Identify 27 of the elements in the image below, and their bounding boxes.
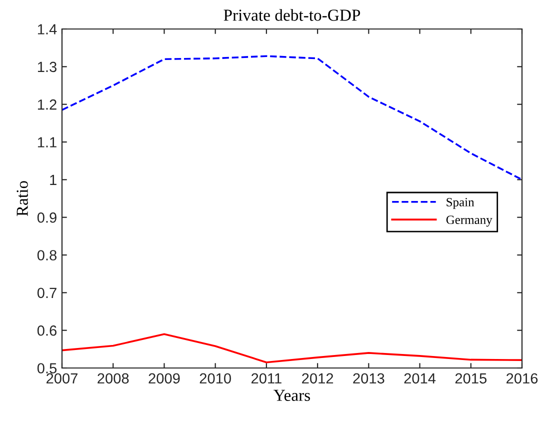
x-tick-label: 2009	[148, 373, 180, 384]
x-tick-label: 2011	[251, 373, 282, 384]
y-tick-label: 0.6	[37, 325, 56, 336]
line-series	[62, 333, 522, 364]
x-tick-label: 2014	[404, 373, 436, 384]
y-tick-label: 0.7	[37, 288, 56, 298]
y-tick-label: 1.1	[38, 137, 56, 148]
x-tick-label: 2015	[455, 373, 486, 384]
legend-label: Germany	[446, 216, 492, 227]
y-tick-label: 0.9	[37, 212, 56, 223]
legend-label: Spain	[446, 198, 474, 209]
y-tick-label: 0.8	[37, 250, 57, 260]
chart-title: Private debt-to-GDP	[224, 9, 360, 21]
x-axis-title: Years	[274, 390, 310, 401]
line-series	[62, 55, 522, 181]
x-tick-label: 2007	[46, 373, 78, 384]
x-tick-label: 2008	[98, 373, 129, 384]
x-tick-label: 2016	[506, 373, 538, 384]
y-axis-title: Ratio	[16, 181, 28, 216]
y-tick-label: 0.5	[37, 363, 57, 374]
x-tick-label: 2010	[200, 373, 231, 384]
y-tick-label: 1.4	[38, 24, 57, 34]
y-tick-label: 1.3	[38, 62, 56, 72]
x-tick-label: 2013	[353, 373, 384, 384]
y-tick-label: 1	[50, 174, 56, 185]
y-tick-label: 1.2	[38, 99, 56, 110]
x-tick-label: 2012	[302, 373, 334, 384]
